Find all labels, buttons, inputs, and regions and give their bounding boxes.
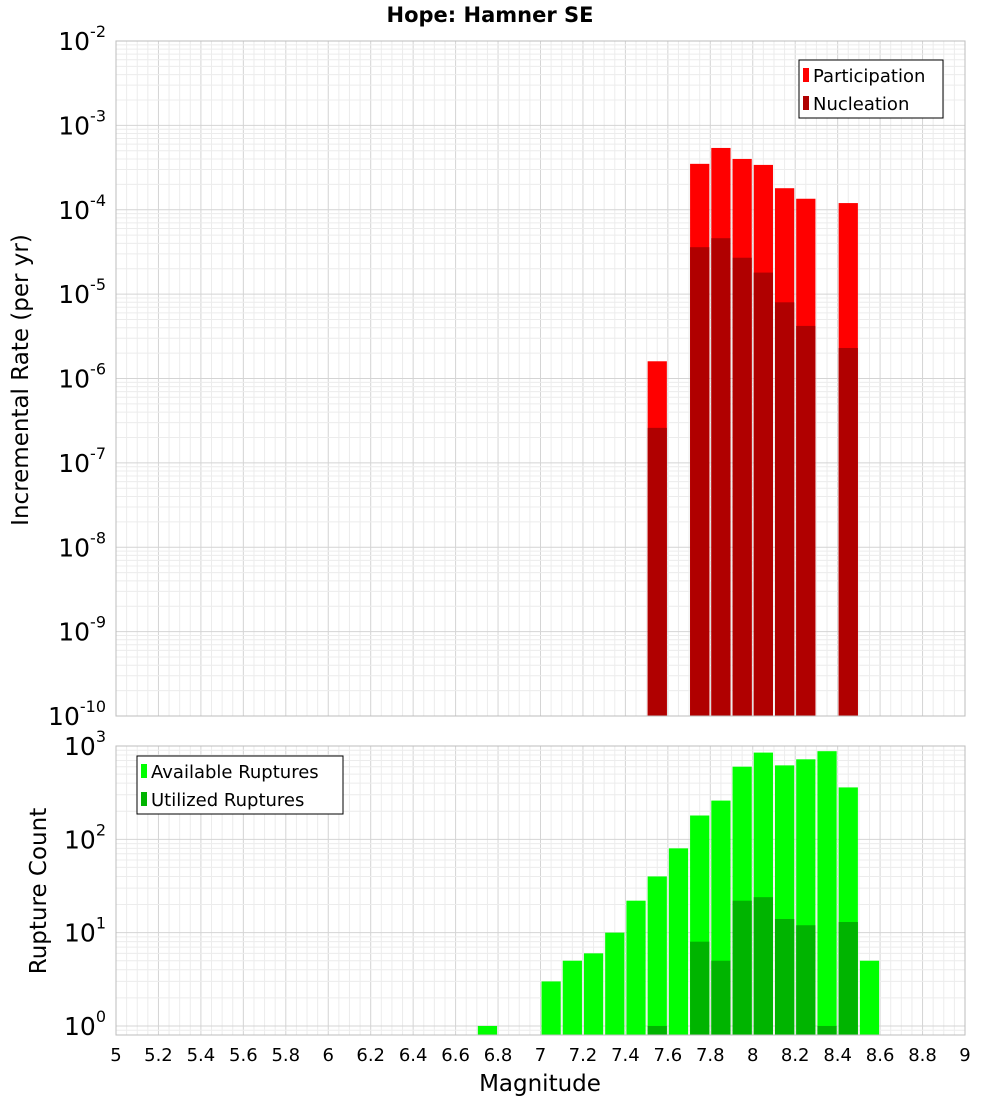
y-tick-label: 101 [64, 914, 106, 948]
rate-plot-frame [115, 40, 966, 717]
bar [796, 325, 816, 716]
bar [647, 427, 667, 716]
y-tick-label: 102 [64, 820, 106, 854]
y-tick-label: 10-7 [58, 444, 106, 478]
rupture-count-plot: 100 101 102 103 5 5.2 5.4 5.6 5.8 6 6.2 6.4 6.6 6.8 7 7… [64, 727, 971, 1066]
bar [732, 900, 752, 1035]
legend-swatch [803, 68, 809, 82]
legend-label: Participation [813, 66, 925, 87]
y-tick-label: 10-3 [58, 106, 106, 140]
bar [838, 922, 858, 1035]
legend-label: Nucleation [813, 94, 909, 115]
bar [690, 941, 710, 1035]
legend-swatch [141, 764, 147, 778]
rate-grid [115, 40, 966, 717]
x-tick-label: 5.6 [229, 1045, 258, 1066]
rate-legend: Participation Nucleation [798, 59, 944, 119]
bar [541, 981, 561, 1035]
x-tick-label: 6.8 [484, 1045, 513, 1066]
y-axis-label-rate: Incremental Rate (per yr) [8, 234, 34, 526]
x-tick-label: 8.8 [908, 1045, 937, 1066]
y-tick-label: 10-8 [58, 528, 106, 562]
x-tick-label: 8.6 [866, 1045, 895, 1066]
x-tick-label: 8.4 [823, 1045, 852, 1066]
bar [647, 1025, 667, 1035]
y-tick-label: 10-6 [58, 360, 106, 394]
x-tick-label: 5.4 [187, 1045, 216, 1066]
rate-plot: 10-10 10-9 10-8 10-7 10-6 10-5 10-4 10-3 10-2 Par… [48, 22, 966, 731]
bar [859, 960, 880, 1035]
x-tick-label: 5.8 [271, 1045, 300, 1066]
x-tick-label: 8 [747, 1045, 758, 1066]
bar [732, 257, 752, 716]
bar [774, 919, 795, 1035]
bar [796, 925, 816, 1035]
bar [668, 848, 689, 1035]
bar [817, 751, 837, 1035]
bar [477, 1025, 498, 1035]
y-tick-label: 103 [64, 727, 106, 761]
bar [647, 876, 667, 1035]
series-utilized-ruptures [647, 897, 858, 1035]
count-plot-frame [115, 745, 966, 1036]
y-tick-label: 10-9 [58, 613, 106, 647]
x-tick-label: 7 [535, 1045, 546, 1066]
x-tick-label: 6.2 [356, 1045, 385, 1066]
bar [562, 960, 582, 1035]
bar [817, 1025, 837, 1035]
x-tick-label: 6 [323, 1045, 334, 1066]
x-tick-label: 7.6 [654, 1045, 683, 1066]
bar [690, 247, 710, 716]
bar [711, 238, 731, 716]
legend-box [136, 755, 344, 815]
y-tick-label: 10-4 [58, 191, 106, 225]
bar [838, 347, 858, 716]
y-tick-label: 100 [64, 1007, 106, 1041]
legend-label: Utilized Ruptures [151, 790, 304, 811]
legend-label: Available Ruptures [151, 762, 319, 783]
y-tick-label: 10-5 [58, 275, 106, 309]
x-tick-label: 6.6 [441, 1045, 470, 1066]
series-nucleation [647, 238, 858, 716]
count-legend: Available Ruptures Utilized Ruptures [136, 755, 344, 815]
y-axis-label-count: Rupture Count [26, 808, 52, 974]
chart-title: Hope: Hamner SE [387, 3, 594, 27]
legend-swatch [141, 792, 147, 806]
x-tick-label: 5 [110, 1045, 121, 1066]
bar [753, 897, 773, 1035]
y-tick-label: 10-10 [48, 697, 106, 731]
bar [711, 960, 731, 1035]
bar [774, 302, 795, 716]
bar [583, 953, 604, 1035]
legend-swatch [803, 96, 809, 110]
y-tick-label: 10-2 [58, 22, 106, 56]
legend-box [798, 59, 944, 119]
x-tick-label: 7.8 [696, 1045, 725, 1066]
x-tick-label: 8.2 [781, 1045, 810, 1066]
x-tick-label: 9 [959, 1045, 970, 1066]
bar [626, 900, 646, 1035]
x-axis-label: Magnitude [479, 1071, 601, 1097]
x-tick-label: 7.4 [611, 1045, 640, 1066]
x-tick-label: 6.4 [399, 1045, 428, 1066]
x-tick-label: 7.2 [569, 1045, 598, 1066]
x-tick-label: 5.2 [144, 1045, 173, 1066]
bar [753, 272, 773, 716]
bar [605, 932, 625, 1035]
